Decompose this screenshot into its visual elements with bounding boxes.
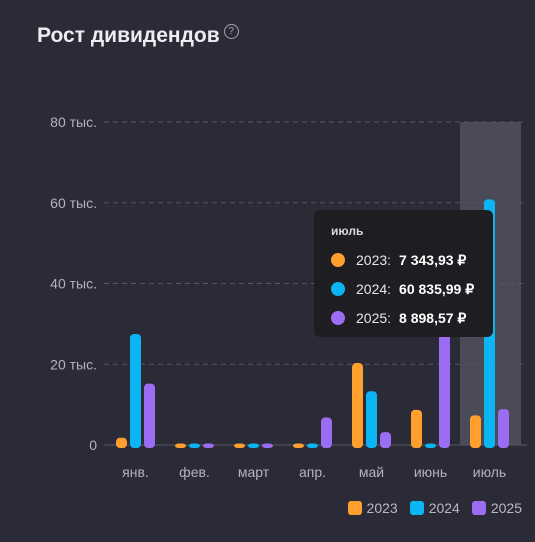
y-tick-label: 0 [89, 437, 97, 453]
tooltip-dot-2023 [331, 253, 345, 267]
bar[interactable] [262, 443, 273, 449]
tooltip-row-2024: 2024: 60 835,99 ₽ [331, 281, 476, 297]
tooltip-dot-2024 [331, 282, 345, 296]
bar[interactable] [498, 409, 509, 448]
bar[interactable] [175, 443, 186, 449]
bar[interactable] [307, 443, 318, 449]
bar[interactable] [425, 443, 436, 449]
tooltip-row-2025: 2025: 8 898,57 ₽ [331, 310, 476, 326]
x-tick-label: апр. [299, 464, 326, 480]
tooltip-value-2024: 60 835,99 ₽ [399, 280, 475, 297]
chart-title: Рост дивидендов ? [37, 24, 239, 48]
y-tick-label: 20 тыс. [50, 356, 97, 372]
y-tick-label: 80 тыс. [50, 114, 97, 130]
legend-swatch-2025 [471, 501, 486, 515]
x-tick-label: фев. [179, 464, 210, 480]
legend-item-2023[interactable]: 2023 [347, 500, 398, 516]
legend-item-2024[interactable]: 2024 [409, 500, 460, 516]
tooltip-label-2024: 2024: [356, 281, 392, 297]
bar[interactable] [321, 417, 332, 448]
tooltip-value-2025: 8 898,57 ₽ [399, 309, 467, 326]
y-tick-label: 40 тыс. [50, 276, 97, 292]
bar[interactable] [293, 443, 304, 449]
bar[interactable] [189, 443, 200, 449]
legend-swatch-2024 [409, 501, 424, 515]
bar[interactable] [234, 443, 245, 449]
tooltip-dot-2025 [331, 311, 345, 325]
y-tick-label: 60 тыс. [50, 195, 97, 211]
legend-item-2025[interactable]: 2025 [471, 500, 522, 516]
bar[interactable] [470, 415, 481, 448]
bar[interactable] [203, 443, 214, 449]
bar[interactable] [439, 329, 450, 448]
chart-legend: 2023 2024 2025 [336, 500, 522, 516]
chart-tooltip: июль 2023: 7 343,93 ₽ 2024: 60 835,99 ₽ … [314, 210, 493, 337]
tooltip-row-2023: 2023: 7 343,93 ₽ [331, 252, 476, 268]
chart-title-text: Рост дивидендов [37, 24, 220, 47]
help-icon[interactable]: ? [223, 24, 239, 39]
legend-label-2025: 2025 [490, 500, 522, 516]
x-tick-label: янв. [122, 464, 149, 480]
bar[interactable] [130, 333, 141, 448]
x-tick-label: июль [473, 464, 506, 480]
x-tick-label: май [359, 464, 384, 480]
bar[interactable] [352, 363, 363, 448]
legend-label-2024: 2024 [428, 500, 460, 516]
tooltip-value-2023: 7 343,93 ₽ [399, 251, 467, 268]
tooltip-label-2025: 2025: [356, 310, 392, 326]
bar[interactable] [116, 437, 127, 448]
tooltip-title: июль [331, 224, 364, 238]
legend-swatch-2023 [347, 501, 362, 515]
bar[interactable] [411, 409, 422, 448]
bar[interactable] [144, 383, 155, 448]
legend-label-2023: 2023 [366, 500, 398, 516]
x-tick-label: июнь [414, 464, 447, 480]
x-tick-label: март [238, 464, 270, 480]
bar[interactable] [248, 443, 259, 449]
tooltip-label-2023: 2023: [356, 252, 392, 268]
bar[interactable] [366, 391, 377, 448]
bar[interactable] [380, 432, 391, 448]
